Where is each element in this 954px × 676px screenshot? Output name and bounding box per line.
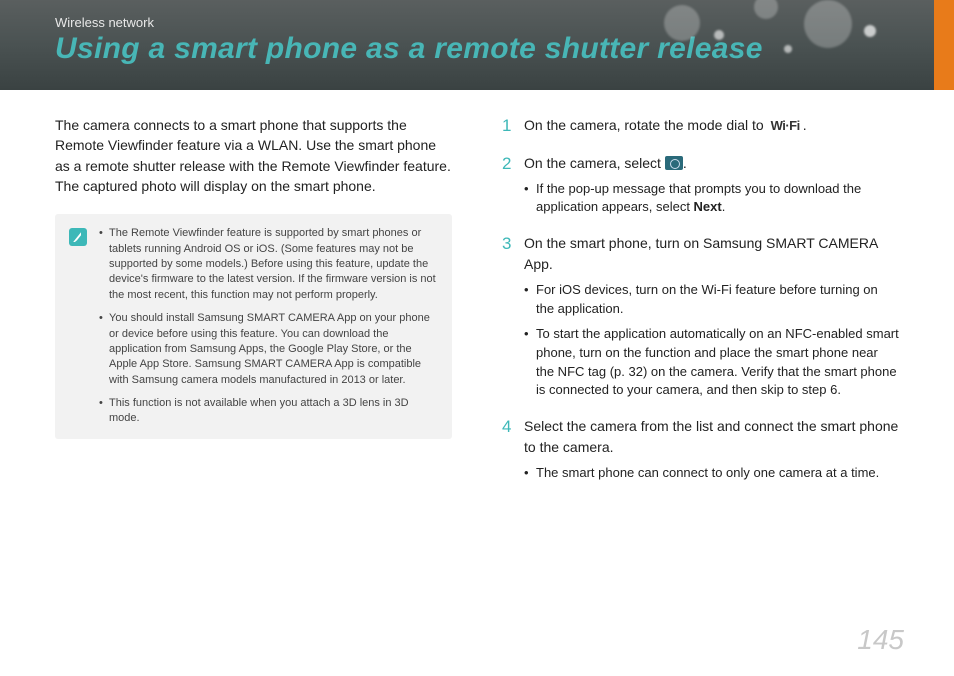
content-area: The camera connects to a smart phone tha… bbox=[0, 90, 954, 499]
step-sub-list: If the pop-up message that prompts you t… bbox=[524, 180, 899, 218]
right-column: 1 On the camera, rotate the mode dial to… bbox=[502, 115, 899, 499]
note-list: The Remote Viewfinder feature is support… bbox=[99, 226, 438, 427]
breadcrumb: Wireless network bbox=[55, 15, 954, 30]
step-sub-list: The smart phone can connect to only one … bbox=[524, 464, 899, 483]
step-text: Select the camera from the list and conn… bbox=[524, 418, 898, 455]
step-sub-list: For iOS devices, turn on the Wi-Fi featu… bbox=[524, 281, 899, 400]
note-item: You should install Samsung SMART CAMERA … bbox=[99, 311, 438, 388]
step-list: 1 On the camera, rotate the mode dial to… bbox=[502, 115, 899, 483]
step-sub-item: The smart phone can connect to only one … bbox=[524, 464, 899, 483]
note-item: The Remote Viewfinder feature is support… bbox=[99, 226, 438, 303]
step-text: . bbox=[683, 155, 687, 171]
note-box: The Remote Viewfinder feature is support… bbox=[55, 214, 452, 439]
step-3: 3 On the smart phone, turn on Samsung SM… bbox=[502, 233, 899, 400]
step-text: On the camera, rotate the mode dial to bbox=[524, 117, 768, 133]
remote-viewfinder-icon bbox=[665, 156, 683, 170]
left-column: The camera connects to a smart phone tha… bbox=[55, 115, 452, 499]
page-number: 145 bbox=[857, 624, 904, 656]
step-4: 4 Select the camera from the list and co… bbox=[502, 416, 899, 483]
step-sub-item: For iOS devices, turn on the Wi-Fi featu… bbox=[524, 281, 899, 319]
step-text: On the smart phone, turn on Samsung SMAR… bbox=[524, 235, 878, 272]
wifi-icon: Wi·Fi bbox=[768, 115, 803, 137]
intro-text: The camera connects to a smart phone tha… bbox=[55, 115, 452, 196]
step-number: 1 bbox=[502, 113, 511, 139]
note-item: This function is not available when you … bbox=[99, 396, 438, 427]
step-text: . bbox=[803, 117, 807, 133]
note-icon bbox=[69, 228, 87, 246]
step-number: 4 bbox=[502, 414, 511, 440]
step-number: 2 bbox=[502, 151, 511, 177]
page-header: Wireless network Using a smart phone as … bbox=[0, 0, 954, 90]
page-title: Using a smart phone as a remote shutter … bbox=[55, 32, 954, 66]
bold-text: Next bbox=[694, 199, 722, 214]
step-number: 3 bbox=[502, 231, 511, 257]
step-sub-item: To start the application automatically o… bbox=[524, 325, 899, 400]
step-text: On the camera, select bbox=[524, 155, 665, 171]
step-sub-item: If the pop-up message that prompts you t… bbox=[524, 180, 899, 218]
step-1: 1 On the camera, rotate the mode dial to… bbox=[502, 115, 899, 137]
step-2: 2 On the camera, select . If the pop-up … bbox=[502, 153, 899, 218]
